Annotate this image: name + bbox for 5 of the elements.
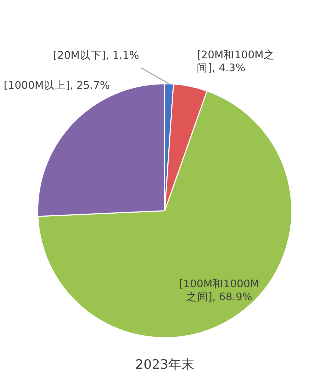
slice-label: [20M以下], 1.1% <box>53 49 140 62</box>
text: 2023年末 <box>135 358 195 373</box>
slice-label: [100M和1000M之间], 68.9% <box>179 277 260 304</box>
slice-label: [20M和100M之间], 4.3% <box>197 48 275 75</box>
slice-label: [1000M以上], 25.7% <box>4 78 110 92</box>
